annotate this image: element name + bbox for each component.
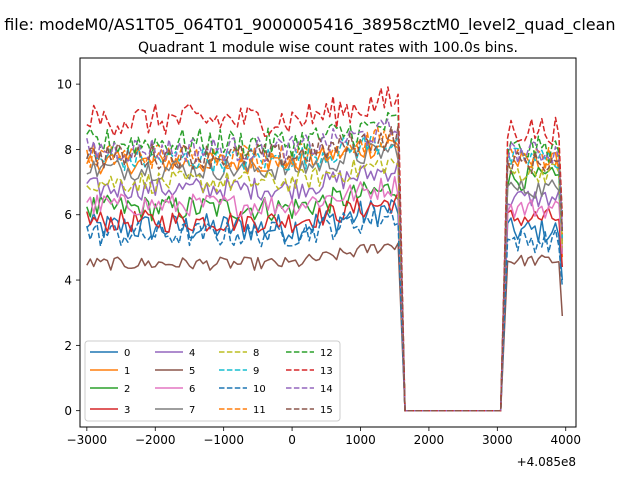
chart-title: Quadrant 1 module wise count rates with … [138,40,518,56]
legend-label-4: 4 [189,348,195,359]
legend-label-8: 8 [253,348,259,359]
x-tick-label: 1000 [345,433,376,447]
x-tick-label: 2000 [414,433,445,447]
legend-label-12: 12 [320,348,333,359]
x-tick-label: 3000 [482,433,513,447]
y-tick-label: 6 [64,208,72,222]
legend-label-7: 7 [189,405,195,416]
series-line-11 [86,126,564,412]
x-tick-label: −3000 [67,433,108,447]
x-tick-label: −1000 [203,433,244,447]
y-tick-label: 0 [64,404,72,418]
x-offset-text: +4.085e8 [517,455,576,469]
legend-box [84,340,341,422]
y-tick-label: 8 [64,143,72,157]
x-tick-label: −2000 [135,433,176,447]
axes-frame [79,57,577,428]
legend-label-15: 15 [320,405,333,416]
legend-label-1: 1 [124,366,130,377]
legend-label-13: 13 [320,366,333,377]
legend-label-6: 6 [189,384,195,395]
y-tick-label: 10 [57,78,72,92]
legend-label-0: 0 [124,348,130,359]
y-tick-label: 4 [64,274,72,288]
x-tick-label: 0 [288,433,296,447]
legend-label-11: 11 [253,405,266,416]
figure-suptitle: n file: modeM0/AS1T05_064T01_9000005416_… [0,15,616,35]
legend-label-5: 5 [189,366,195,377]
legend-label-14: 14 [320,384,333,395]
plot-area [86,86,564,412]
x-tick-label: 4000 [550,433,581,447]
y-tick-label: 2 [64,339,72,353]
legend-label-2: 2 [124,384,130,395]
legend-label-10: 10 [253,384,266,395]
legend-label-9: 9 [253,366,259,377]
series-line-13 [86,86,564,412]
legend-label-3: 3 [124,405,130,416]
series-line-14 [86,118,564,412]
